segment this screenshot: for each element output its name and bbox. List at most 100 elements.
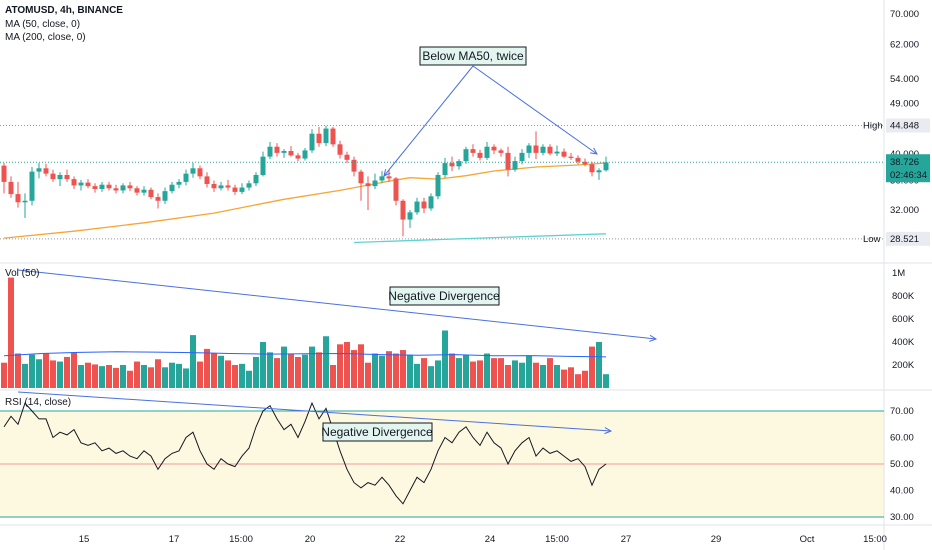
- candle-body: [435, 175, 441, 197]
- candle-body: [554, 151, 560, 154]
- candle-body: [218, 185, 224, 189]
- volume-bar: [309, 346, 315, 388]
- candle-body: [491, 146, 497, 151]
- price-tick-label: 54.000: [890, 74, 919, 85]
- volume-bar: [463, 354, 469, 388]
- candle-body: [400, 200, 406, 220]
- candle-body: [477, 152, 483, 158]
- rsi-tick-label: 40.00: [890, 486, 914, 497]
- candle-body: [407, 212, 413, 220]
- candle-body: [155, 197, 161, 201]
- volume-bar: [253, 356, 259, 388]
- candle-body: [386, 176, 392, 179]
- price-tick-label: 32.000: [890, 205, 919, 216]
- candle-body: [582, 161, 588, 165]
- volume-bar: [400, 350, 406, 388]
- candle-body: [295, 155, 301, 159]
- volume-bar: [512, 360, 518, 388]
- candle-body: [547, 146, 553, 154]
- rsi-tick-label: 50.00: [890, 459, 914, 470]
- volume-bar: [302, 354, 308, 388]
- volume-bar: [442, 330, 448, 388]
- volume-bar: [505, 365, 511, 388]
- volume-bar: [78, 365, 84, 388]
- price-tick-label: 49.000: [890, 98, 919, 109]
- volume-bar: [498, 358, 504, 388]
- annotation-text: Below MA50, twice: [422, 49, 524, 63]
- candle-body: [561, 151, 567, 157]
- candle-body: [568, 156, 574, 158]
- candle-body: [162, 191, 168, 201]
- volume-bar: [190, 335, 196, 388]
- candle-body: [204, 176, 210, 185]
- candle-body: [113, 188, 119, 191]
- volume-bar: [421, 358, 427, 388]
- rsi-divergence-arrow-head: [604, 427, 613, 435]
- candle-body: [421, 201, 427, 209]
- volume-bar: [456, 358, 462, 388]
- last-price-value: 38.726: [890, 157, 919, 168]
- time-tick-label: 15:00: [863, 534, 887, 545]
- candle-body: [78, 182, 84, 186]
- volume-bar: [113, 367, 119, 388]
- candle-body: [57, 175, 63, 180]
- candle-body: [512, 161, 518, 170]
- volume-bar: [393, 353, 399, 388]
- candle-body: [365, 183, 371, 187]
- candle-body: [15, 194, 21, 203]
- volume-bar: [428, 366, 434, 388]
- volume-bar: [29, 354, 35, 388]
- rsi-pane-label: RSI (14, close): [5, 397, 72, 408]
- candle-body: [603, 162, 609, 171]
- volume-bar: [365, 362, 371, 388]
- candle-body: [274, 146, 280, 153]
- candle-body: [498, 150, 504, 153]
- time-tick-label: 15:00: [545, 534, 569, 545]
- volume-bar: [134, 361, 140, 388]
- annotation-arrow: [472, 65, 598, 155]
- candle-body: [253, 175, 259, 184]
- volume-bar: [477, 360, 483, 388]
- volume-bar: [407, 354, 413, 388]
- annotation-arrow: [383, 65, 474, 177]
- candle-body: [197, 168, 203, 177]
- candle-body: [589, 164, 595, 173]
- rsi-divergence-text: Negative Divergence: [321, 425, 433, 439]
- candle-body: [302, 150, 308, 159]
- candle-body: [288, 151, 294, 156]
- candle-body: [575, 157, 581, 162]
- volume-bar: [155, 359, 161, 388]
- volume-bar: [246, 370, 252, 388]
- annotation-arrow-head: [590, 147, 598, 155]
- volume-bar: [344, 342, 350, 388]
- volume-bar: [491, 358, 497, 388]
- volume-bar: [260, 342, 266, 388]
- volume-bar: [183, 368, 189, 388]
- volume-bar: [414, 363, 420, 388]
- candle-body: [106, 184, 112, 189]
- volume-bar: [435, 360, 441, 388]
- candle-body: [358, 171, 364, 184]
- candle-body: [456, 161, 462, 167]
- ma50-line: [3, 162, 607, 239]
- candle-body: [316, 133, 322, 144]
- candle-body: [330, 128, 336, 145]
- volume-bar: [526, 355, 532, 388]
- volume-bar: [589, 346, 595, 388]
- time-tick-label: 15:00: [229, 534, 253, 545]
- divergence-box: [389, 286, 500, 306]
- bar-countdown: 02:46:34: [890, 170, 927, 181]
- level-value: 28.521: [890, 234, 919, 245]
- volume-ma-line: [3, 351, 607, 358]
- volume-bar: [218, 355, 224, 388]
- volume-bar: [267, 352, 273, 388]
- candle-body: [379, 176, 385, 181]
- volume-bar: [379, 355, 385, 388]
- candle-body: [449, 163, 455, 167]
- volume-bar: [582, 370, 588, 388]
- time-tick-label: 27: [621, 534, 632, 545]
- candle-body: [470, 149, 476, 153]
- candle-body: [372, 180, 378, 187]
- rsi-line: [3, 401, 607, 505]
